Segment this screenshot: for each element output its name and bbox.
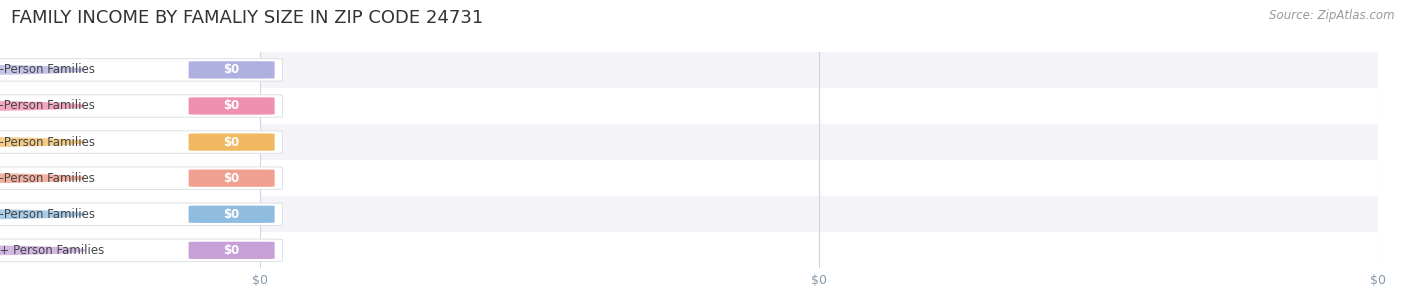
Text: 3-Person Families: 3-Person Families <box>0 99 94 113</box>
FancyBboxPatch shape <box>0 59 283 81</box>
Text: $0: $0 <box>224 63 240 76</box>
Bar <box>260 232 1378 268</box>
FancyBboxPatch shape <box>0 203 283 225</box>
FancyBboxPatch shape <box>188 170 274 187</box>
Text: Source: ZipAtlas.com: Source: ZipAtlas.com <box>1270 9 1395 22</box>
Bar <box>260 196 1378 232</box>
Text: 4-Person Families: 4-Person Families <box>0 136 94 149</box>
Bar <box>260 52 1378 88</box>
Circle shape <box>0 174 84 183</box>
Bar <box>260 124 1378 160</box>
FancyBboxPatch shape <box>188 133 274 151</box>
FancyBboxPatch shape <box>0 167 283 189</box>
FancyBboxPatch shape <box>188 61 274 79</box>
Text: 6-Person Families: 6-Person Families <box>0 208 94 221</box>
Bar <box>260 160 1378 196</box>
Text: $0: $0 <box>224 208 240 221</box>
Circle shape <box>0 210 84 219</box>
FancyBboxPatch shape <box>0 239 283 262</box>
FancyBboxPatch shape <box>188 206 274 223</box>
Bar <box>260 88 1378 124</box>
Circle shape <box>0 137 84 147</box>
Text: 7+ Person Families: 7+ Person Families <box>0 244 104 257</box>
FancyBboxPatch shape <box>0 95 283 117</box>
Text: 5-Person Families: 5-Person Families <box>0 172 94 185</box>
FancyBboxPatch shape <box>188 97 274 115</box>
Circle shape <box>0 101 84 111</box>
Text: $0: $0 <box>224 99 240 113</box>
Circle shape <box>0 246 84 255</box>
Text: FAMILY INCOME BY FAMALIY SIZE IN ZIP CODE 24731: FAMILY INCOME BY FAMALIY SIZE IN ZIP COD… <box>11 9 484 27</box>
FancyBboxPatch shape <box>188 242 274 259</box>
Text: $0: $0 <box>224 244 240 257</box>
Text: $0: $0 <box>224 136 240 149</box>
FancyBboxPatch shape <box>0 131 283 153</box>
Circle shape <box>0 65 84 75</box>
Text: $0: $0 <box>224 172 240 185</box>
Text: 2-Person Families: 2-Person Families <box>0 63 94 76</box>
